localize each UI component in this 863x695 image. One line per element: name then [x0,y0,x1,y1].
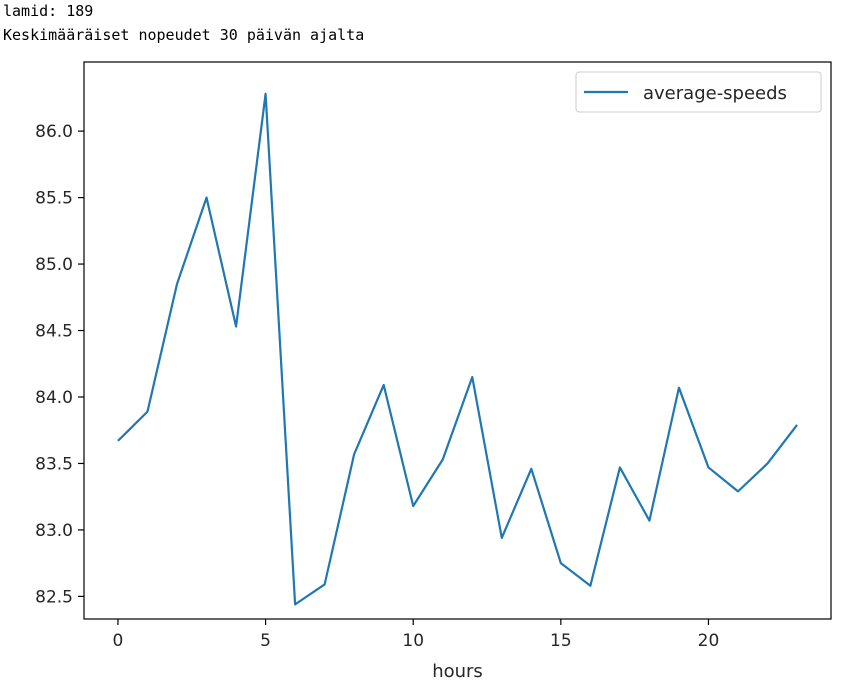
x-axis-label: hours [432,661,483,682]
x-tick-label: 10 [402,631,424,651]
series-line-average-speeds [117,92,798,606]
output-line-lamid: lamid: 189 [3,2,94,20]
x-axis: 0 5 10 15 20 [113,619,720,651]
y-tick-label: 86.0 [35,122,73,142]
y-tick-label: 84.5 [35,322,73,342]
legend-label: average-speeds [643,83,787,104]
y-tick-label: 85.0 [35,255,73,275]
y-tick-label: 84.0 [35,388,73,408]
x-tick-label: 20 [698,631,720,651]
output-line-title: Keskimääräiset nopeudet 30 päivän ajalta [3,26,365,44]
legend: average-speeds [575,71,822,113]
y-axis: 82.5 83.0 83.5 84.0 84.5 85.0 85.5 86.0 [35,122,84,607]
y-tick-label: 83.0 [35,521,73,541]
y-tick-label: 83.5 [35,454,73,474]
plot-area [83,61,832,620]
x-tick-label: 15 [550,631,572,651]
y-tick-label: 82.5 [35,587,73,607]
x-tick-label: 5 [260,631,271,651]
legend-box [575,71,822,113]
y-tick-label: 85.5 [35,189,73,209]
x-tick-label: 0 [113,631,124,651]
